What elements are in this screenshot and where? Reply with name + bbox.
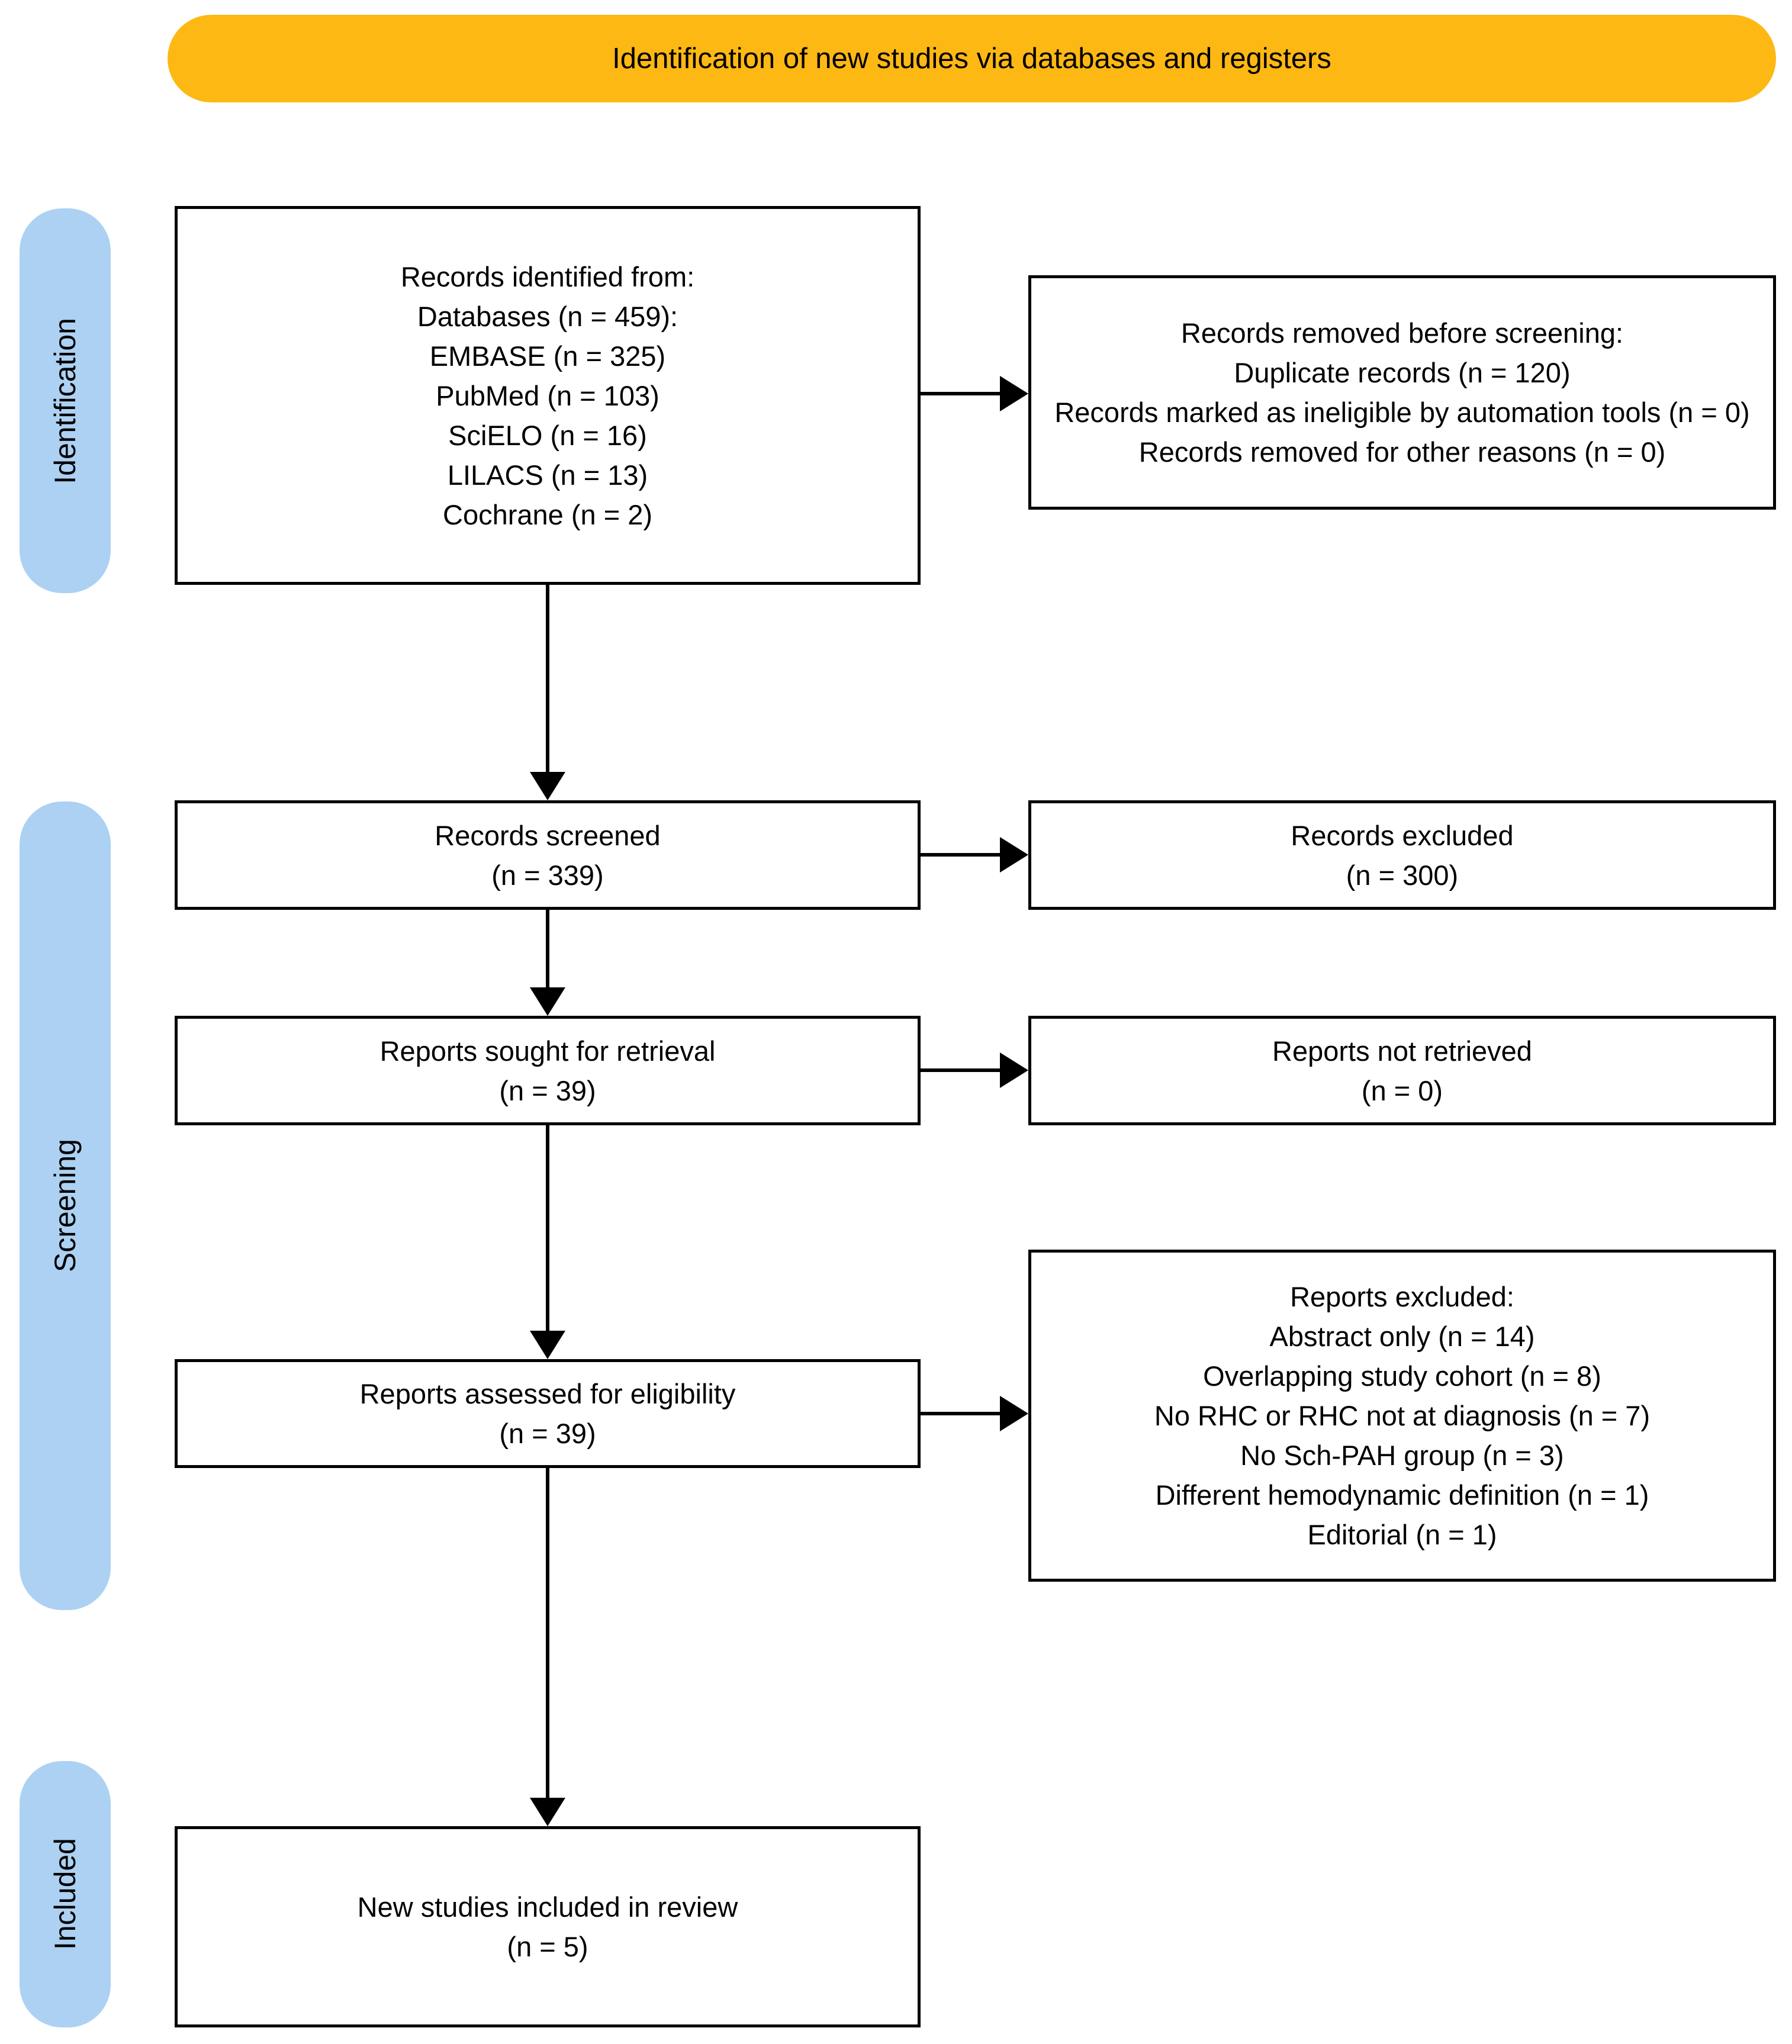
text-line: Records marked as ineligible by automati…: [1054, 397, 1750, 428]
stage-label-included-text: Included: [49, 1838, 82, 1950]
arrow-shaft: [921, 853, 1016, 857]
box-records-removed-before-screening: Records removed before screening: Duplica…: [1028, 275, 1776, 510]
arrow-sought-to-assessed: [530, 1125, 565, 1359]
text-line: No Sch-PAH group (n = 3): [1240, 1440, 1564, 1471]
text-line: Records excluded: [1291, 819, 1514, 851]
box-records-identified: Records identified from: Databases (n = 4…: [175, 206, 921, 585]
box-reports-not-retrieved: Reports not retrieved (n = 0): [1028, 1016, 1776, 1125]
arrow-shaft: [921, 1412, 1016, 1415]
arrow-head-icon: [1000, 1052, 1028, 1088]
text-line: Databases (n = 459):: [417, 300, 678, 332]
text-line: Records screened: [435, 819, 661, 851]
arrow-shaft: [921, 1068, 1016, 1072]
arrow-identified-to-screened: [530, 585, 565, 800]
stage-label-identification-text: Identification: [49, 317, 82, 484]
text-line: EMBASE (n = 325): [429, 340, 666, 372]
arrow-sought-to-not-retrieved: [921, 1052, 1028, 1088]
text-line: (n = 39): [499, 1074, 596, 1106]
arrow-head-icon: [530, 772, 565, 800]
arrow-head-icon: [1000, 376, 1028, 411]
text-line: Abstract only (n = 14): [1269, 1321, 1535, 1352]
text-line: (n = 5): [507, 1931, 588, 1962]
box-records-screened: Records screened (n = 339): [175, 800, 921, 910]
text-line: (n = 300): [1346, 859, 1459, 891]
title-banner: Identification of new studies via databa…: [168, 15, 1776, 102]
text-line: (n = 0): [1361, 1074, 1443, 1106]
text-line: Overlapping study cohort (n = 8): [1203, 1360, 1601, 1392]
arrow-head-icon: [530, 1331, 565, 1359]
arrow-assessed-to-reports-excluded: [921, 1396, 1028, 1431]
stage-label-screening: Screening: [20, 801, 111, 1610]
box-reports-sought-for-retrieval: Reports sought for retrieval (n = 39): [175, 1016, 921, 1125]
text-line: Duplicate records (n = 120): [1234, 357, 1571, 388]
stage-label-included: Included: [20, 1761, 111, 2027]
text-line: SciELO (n = 16): [448, 419, 647, 451]
stage-label-screening-text: Screening: [49, 1139, 82, 1273]
text-line: PubMed (n = 103): [436, 379, 659, 411]
arrow-assessed-to-included: [530, 1468, 565, 1826]
text-line: (n = 39): [499, 1418, 596, 1449]
text-line: Records identified from:: [400, 260, 695, 292]
stage-label-identification: Identification: [20, 208, 111, 593]
text-line: Reports assessed for eligibility: [359, 1378, 736, 1409]
arrow-screened-to-excluded: [921, 837, 1028, 873]
text-line: Cochrane (n = 2): [443, 498, 652, 530]
arrow-shaft: [546, 585, 549, 788]
box-reports-assessed-for-eligibility: Reports assessed for eligibility (n = 39): [175, 1359, 921, 1468]
text-line: No RHC or RHC not at diagnosis (n = 7): [1154, 1400, 1651, 1431]
text-line: Reports sought for retrieval: [379, 1035, 716, 1067]
text-line: Different hemodynamic definition (n = 1): [1155, 1479, 1649, 1511]
box-reports-excluded: Reports excluded: Abstract only (n = 14) O…: [1028, 1250, 1776, 1582]
text-line: Reports excluded:: [1290, 1281, 1514, 1312]
text-line: Records removed for other reasons (n = 0…: [1138, 436, 1666, 468]
text-line: New studies included in review: [357, 1891, 738, 1923]
arrow-shaft: [546, 1468, 549, 1814]
box-records-excluded: Records excluded (n = 300): [1028, 800, 1776, 910]
arrow-shaft: [546, 1125, 549, 1347]
arrow-head-icon: [1000, 1396, 1028, 1431]
arrow-head-icon: [530, 1798, 565, 1826]
text-line: Records removed before screening:: [1180, 317, 1624, 349]
arrow-shaft: [921, 392, 1016, 395]
text-line: LILACS (n = 13): [447, 459, 648, 491]
arrow-identified-to-removed: [921, 376, 1028, 411]
arrow-head-icon: [1000, 837, 1028, 873]
arrow-screened-to-sought: [530, 910, 565, 1016]
text-line: Reports not retrieved: [1272, 1035, 1532, 1067]
arrow-shaft: [546, 910, 549, 1004]
arrow-head-icon: [530, 987, 565, 1016]
text-line: Editorial (n = 1): [1307, 1519, 1497, 1550]
title-banner-label: Identification of new studies via databa…: [612, 43, 1331, 75]
text-line: (n = 339): [491, 859, 604, 891]
box-new-studies-included: New studies included in review (n = 5): [175, 1826, 921, 2027]
